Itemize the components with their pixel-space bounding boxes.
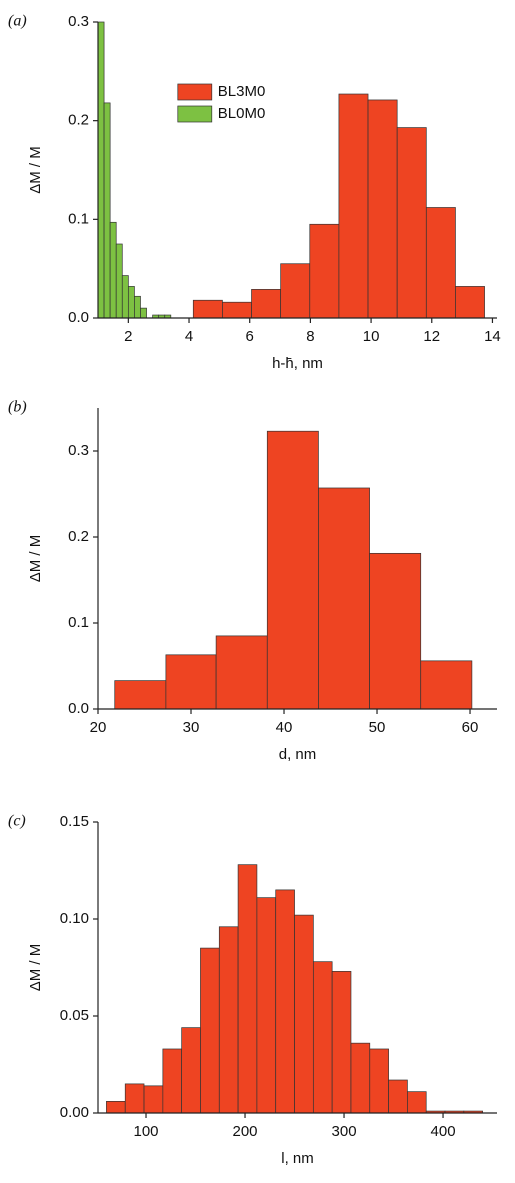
bar <box>121 275 129 319</box>
x-tick-label: 20 <box>90 719 107 736</box>
x-tick-label: 200 <box>233 1123 258 1140</box>
bar <box>114 680 167 710</box>
bar <box>143 1085 164 1114</box>
bar <box>350 1042 371 1114</box>
y-tick-label: 0.3 <box>68 13 89 30</box>
bar <box>181 1027 201 1114</box>
x-tick-label: 50 <box>369 719 386 736</box>
bar <box>420 660 473 710</box>
y-axis-title: ΔM / M <box>27 944 44 992</box>
y-tick-label: 0.15 <box>60 813 89 830</box>
bar <box>124 1083 145 1114</box>
panel-label: (b) <box>8 399 27 416</box>
x-tick-label: 12 <box>423 328 440 345</box>
bar <box>388 1079 408 1114</box>
bar <box>127 286 135 319</box>
x-tick-label: 300 <box>332 1123 357 1140</box>
y-tick-label: 0.2 <box>68 528 89 545</box>
bar <box>215 635 268 710</box>
bar <box>369 1048 389 1114</box>
bar <box>200 947 220 1114</box>
bar <box>275 889 295 1114</box>
bar <box>115 243 123 319</box>
bar <box>109 221 117 319</box>
bar <box>192 299 223 319</box>
y-axis-title: ΔM / M <box>27 535 44 583</box>
y-tick-label: 0.00 <box>60 1104 89 1121</box>
bar <box>294 914 314 1114</box>
bar <box>237 864 258 1114</box>
bar <box>134 295 141 319</box>
bar <box>367 99 398 319</box>
x-tick-label: 8 <box>306 328 314 345</box>
bar <box>266 430 319 710</box>
bar <box>312 961 333 1114</box>
bar <box>251 289 282 319</box>
panel-label: (c) <box>8 813 26 830</box>
y-tick-label: 0.2 <box>68 112 89 129</box>
bar <box>165 654 217 710</box>
x-tick-label: 400 <box>431 1123 456 1140</box>
x-tick-label: 30 <box>183 719 200 736</box>
bar <box>309 223 340 319</box>
bar <box>162 1048 183 1114</box>
y-tick-label: 0.0 <box>68 700 89 717</box>
y-tick-label: 0.10 <box>60 910 89 927</box>
bar <box>407 1091 427 1114</box>
bar <box>280 263 311 319</box>
bar <box>369 552 422 710</box>
x-tick-label: 10 <box>363 328 380 345</box>
bar <box>106 1101 126 1114</box>
bar <box>256 897 277 1114</box>
bar <box>338 93 369 319</box>
x-tick-label: 4 <box>185 328 193 345</box>
bar <box>97 21 105 319</box>
x-tick-label: 14 <box>484 328 501 345</box>
bar <box>218 926 239 1114</box>
bar <box>455 286 485 319</box>
x-axis-title: h-h̄, nm <box>272 355 323 372</box>
bar <box>222 301 252 319</box>
y-tick-label: 0.1 <box>68 210 89 227</box>
y-tick-label: 0.1 <box>68 614 89 631</box>
x-tick-label: 2 <box>124 328 132 345</box>
y-axis-title: ΔM / M <box>27 146 44 194</box>
x-tick-label: 40 <box>276 719 293 736</box>
legend-label: BL3M0 <box>218 83 266 100</box>
y-tick-label: 0.0 <box>68 309 89 326</box>
legend-swatch <box>177 83 213 101</box>
bar <box>103 102 111 319</box>
panel-label: (a) <box>8 13 27 30</box>
bar <box>396 127 427 319</box>
x-tick-label: 60 <box>462 719 479 736</box>
x-tick-label: 100 <box>134 1123 159 1140</box>
legend-swatch <box>177 105 213 123</box>
y-tick-label: 0.3 <box>68 442 89 459</box>
bar <box>331 971 352 1114</box>
legend-label: BL0M0 <box>218 105 266 122</box>
bar <box>318 487 370 710</box>
bar <box>425 207 456 319</box>
x-axis-title: d, nm <box>279 746 317 763</box>
bar <box>140 307 147 319</box>
y-tick-label: 0.05 <box>60 1007 89 1024</box>
x-axis-title: l, nm <box>281 1150 314 1167</box>
x-tick-label: 6 <box>246 328 254 345</box>
